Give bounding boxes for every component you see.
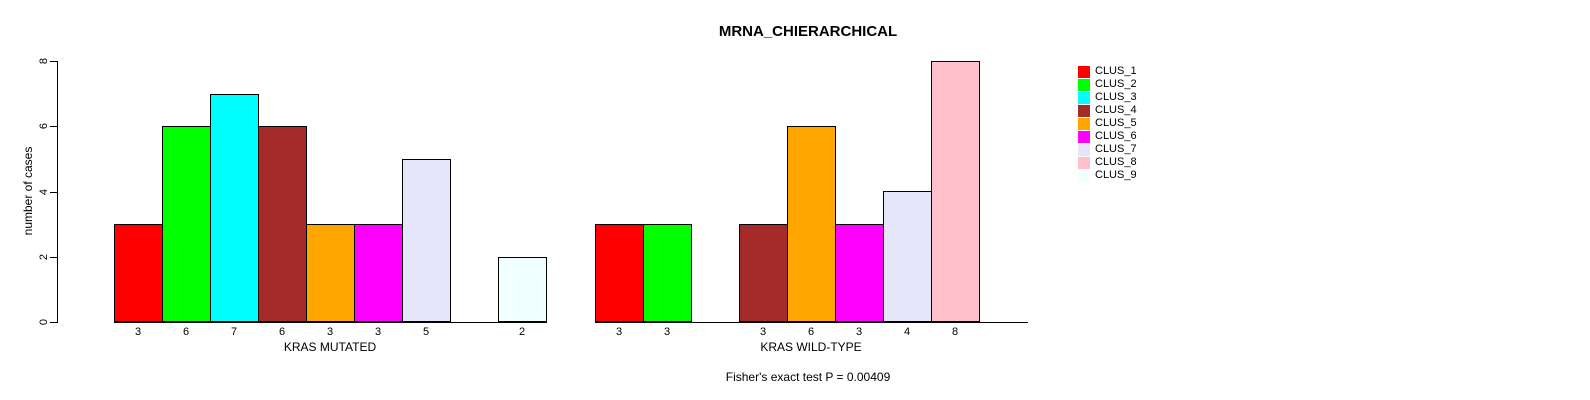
bar-clus_1 xyxy=(114,224,163,322)
legend-swatch-clus_6 xyxy=(1078,130,1090,143)
x-axis-group-label: KRAS MUTATED xyxy=(283,340,377,354)
bar-clus_6 xyxy=(354,224,403,322)
bar-clus_5 xyxy=(787,126,836,322)
legend-label: CLUS_2 xyxy=(1095,78,1137,90)
legend-label: CLUS_7 xyxy=(1095,143,1137,155)
bar-clus_2 xyxy=(162,126,211,322)
legend-label: CLUS_8 xyxy=(1095,156,1137,168)
legend-swatch-clus_5 xyxy=(1078,117,1090,130)
legend-label: CLUS_9 xyxy=(1095,169,1137,181)
legend-label: CLUS_5 xyxy=(1095,117,1137,129)
bar-value-label: 3 xyxy=(615,326,623,338)
bar-clus_6 xyxy=(835,224,884,322)
bar-value-label: 6 xyxy=(182,326,190,338)
y-axis-tick xyxy=(50,191,57,193)
legend-swatch-clus_7 xyxy=(1078,143,1090,156)
legend-item-clus_5: CLUS_5 xyxy=(1078,117,1137,130)
chart-title: MRNA_CHIERARCHICAL xyxy=(718,23,898,40)
bar-value-label: 8 xyxy=(951,326,959,338)
y-tick-label: 2 xyxy=(38,253,50,260)
bar-clus_4 xyxy=(258,126,307,322)
legend-label: CLUS_6 xyxy=(1095,130,1137,142)
y-tick-label: 0 xyxy=(38,318,50,326)
y-axis-line xyxy=(57,61,58,323)
legend-swatch-clus_9 xyxy=(1078,169,1090,182)
x-axis-line xyxy=(595,322,1028,323)
y-axis-tick xyxy=(50,322,57,323)
bar-clus_3 xyxy=(210,94,259,322)
bar-clus_7 xyxy=(402,159,451,322)
bar-value-label: 3 xyxy=(326,326,334,338)
legend-item-clus_7: CLUS_7 xyxy=(1078,143,1137,156)
bar-clus_5 xyxy=(306,224,355,322)
legend-label: CLUS_1 xyxy=(1095,65,1137,77)
bar-clus_9 xyxy=(498,257,547,322)
legend-item-clus_4: CLUS_4 xyxy=(1078,104,1137,117)
x-axis-line xyxy=(114,322,547,323)
bar-value-label: 6 xyxy=(278,326,286,338)
bar-value-label: 6 xyxy=(807,326,815,338)
legend-swatch-clus_2 xyxy=(1078,78,1090,91)
bar-value-label: 5 xyxy=(422,326,430,338)
bar-clus_4 xyxy=(739,224,788,322)
legend-swatch-clus_3 xyxy=(1078,91,1090,104)
legend-item-clus_1: CLUS_1 xyxy=(1078,65,1137,78)
bar-value-label: 3 xyxy=(374,326,382,338)
legend-item-clus_8: CLUS_8 xyxy=(1078,156,1137,169)
bar-clus_8 xyxy=(931,61,980,322)
bar-clus_7 xyxy=(883,191,932,322)
bar-value-label: 3 xyxy=(134,326,142,338)
legend-swatch-clus_8 xyxy=(1078,156,1090,169)
bar-clus_2 xyxy=(643,224,692,322)
bar-value-label: 2 xyxy=(518,326,526,338)
bar-value-label: 7 xyxy=(230,326,238,338)
legend-label: CLUS_3 xyxy=(1095,91,1137,103)
bar-value-label: 3 xyxy=(663,326,671,338)
bar-value-label: 3 xyxy=(855,326,863,338)
legend-item-clus_3: CLUS_3 xyxy=(1078,91,1137,104)
legend-swatch-clus_4 xyxy=(1078,104,1090,117)
y-tick-label: 6 xyxy=(38,123,50,130)
legend-swatch-clus_1 xyxy=(1078,65,1090,78)
y-axis-tick xyxy=(50,61,57,62)
bar-value-label: 3 xyxy=(759,326,767,338)
legend-item-clus_2: CLUS_2 xyxy=(1078,78,1137,91)
legend-item-clus_9: CLUS_9 xyxy=(1078,169,1137,182)
y-axis-title: number of cases xyxy=(21,146,35,236)
bar-clus_1 xyxy=(595,224,644,322)
y-axis-tick xyxy=(50,126,57,128)
x-axis-group-label: KRAS WILD-TYPE xyxy=(760,340,862,354)
fisher-test-annotation: Fisher's exact test P = 0.00409 xyxy=(725,370,891,384)
y-tick-label: 8 xyxy=(38,57,50,65)
legend: CLUS_1 CLUS_2 CLUS_3 CLUS_4 CLUS_5 CLUS_6 CLUS… xyxy=(1078,65,1137,182)
legend-item-clus_6: CLUS_6 xyxy=(1078,130,1137,143)
y-tick-label: 4 xyxy=(38,188,50,195)
y-axis-tick xyxy=(50,256,57,258)
legend-label: CLUS_4 xyxy=(1095,104,1137,116)
bar-value-label: 4 xyxy=(903,326,911,338)
